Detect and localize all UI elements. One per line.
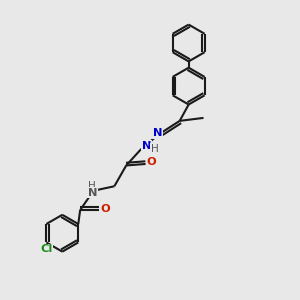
Text: Cl: Cl [40,244,52,254]
Text: O: O [100,204,110,214]
Text: N: N [142,140,151,151]
Text: N: N [153,128,163,138]
Text: O: O [147,158,156,167]
Text: H: H [151,143,159,154]
Text: H: H [88,181,96,191]
Text: N: N [88,188,97,197]
